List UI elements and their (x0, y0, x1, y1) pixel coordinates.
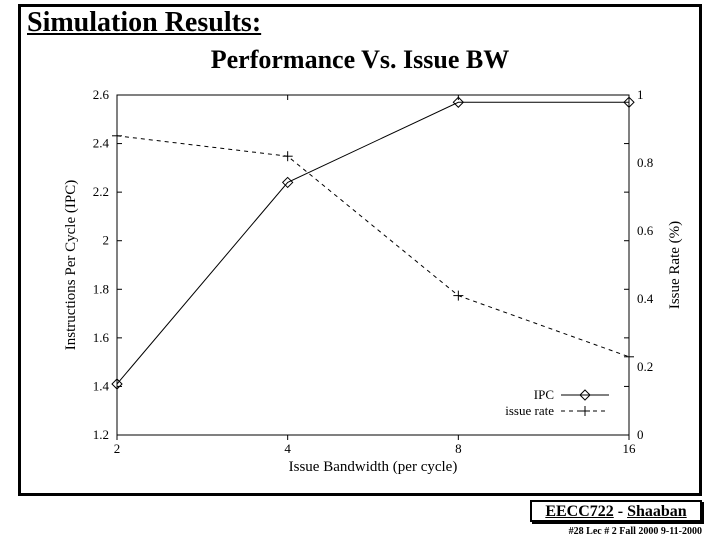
svg-text:2.4: 2.4 (93, 136, 110, 151)
svg-text:1.8: 1.8 (93, 281, 109, 296)
chart-svg: 2 4 8 16 1.2 1.4 1.6 1.8 2 2.2 2.4 2.6 0 0.2 0.4 0.6 0.8… (57, 85, 687, 485)
svg-text:0.8: 0.8 (637, 155, 653, 170)
svg-text:1.2: 1.2 (93, 427, 109, 442)
footer-box: EECC722 - Shaaban (530, 500, 702, 522)
svg-text:0.2: 0.2 (637, 359, 653, 374)
svg-text:1: 1 (637, 87, 644, 102)
svg-text:16: 16 (623, 441, 637, 456)
footer-line: #28 Lec # 2 Fall 2000 9-11-2000 (569, 526, 702, 537)
svg-text:1.6: 1.6 (93, 330, 110, 345)
svg-text:0: 0 (637, 427, 644, 442)
slide-frame: Simulation Results: Performance Vs. Issu… (18, 4, 702, 496)
svg-text:4: 4 (284, 441, 291, 456)
svg-text:Issue Bandwidth (per cycle): Issue Bandwidth (per cycle) (289, 459, 458, 475)
footer-author: Shaaban (627, 503, 687, 520)
svg-text:0.6: 0.6 (637, 223, 654, 238)
svg-text:0.4: 0.4 (637, 291, 654, 306)
svg-text:issue rate: issue rate (505, 403, 554, 418)
svg-text:1.4: 1.4 (93, 378, 110, 393)
svg-text:Instructions Per Cycle (IPC): Instructions Per Cycle (IPC) (63, 180, 79, 350)
slide-subtitle: Performance Vs. Issue BW (21, 45, 699, 75)
svg-text:2: 2 (103, 233, 110, 248)
chart: 2 4 8 16 1.2 1.4 1.6 1.8 2 2.2 2.4 2.6 0 0.2 0.4 0.6 0.8… (57, 85, 687, 485)
slide-title: Simulation Results: (27, 7, 261, 39)
svg-text:IPC: IPC (534, 387, 554, 402)
svg-text:Issue Rate (%): Issue Rate (%) (667, 221, 683, 309)
svg-text:2.6: 2.6 (93, 87, 110, 102)
svg-text:8: 8 (455, 441, 462, 456)
svg-text:2: 2 (114, 441, 121, 456)
footer-course: EECC722 (545, 503, 613, 520)
svg-text:2.2: 2.2 (93, 184, 109, 199)
